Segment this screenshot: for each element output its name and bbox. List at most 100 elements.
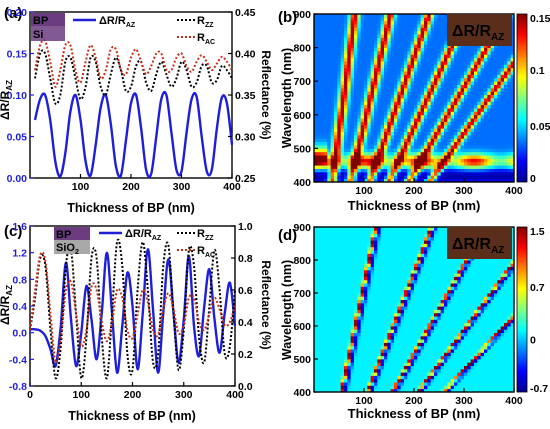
heatmap-cell bbox=[340, 273, 345, 277]
heatmap-cell bbox=[400, 114, 405, 119]
heatmap-cell bbox=[364, 67, 368, 72]
heatmap-cell bbox=[340, 14, 345, 18]
heatmap-cell bbox=[344, 40, 348, 45]
heatmap-cell bbox=[347, 17, 352, 22]
heatmap-cell bbox=[337, 30, 342, 35]
heatmap-cell bbox=[387, 378, 392, 383]
heatmap-cell bbox=[340, 37, 345, 42]
heatmap-cell bbox=[447, 158, 452, 163]
heatmap-cell bbox=[414, 158, 418, 163]
panel-c-ticks: 0 100 200 300 400-0.8-0.40.00.40.81.21.60.00… bbox=[9, 221, 253, 401]
heatmap-cell bbox=[497, 108, 502, 112]
heatmap-cell bbox=[374, 335, 378, 340]
heatmap-cell bbox=[367, 359, 372, 363]
heatmap-cell bbox=[417, 40, 422, 45]
heatmap-cell bbox=[330, 273, 335, 277]
heatmap-cell bbox=[510, 161, 515, 166]
heatmap-cell bbox=[417, 279, 422, 284]
heatmap-cell bbox=[430, 359, 435, 363]
heatmap-cell bbox=[407, 98, 412, 102]
heatmap-cell bbox=[397, 84, 402, 89]
heatmap-cell bbox=[334, 246, 338, 251]
heatmap-cell bbox=[354, 155, 358, 159]
heatmap-cell bbox=[400, 158, 405, 163]
heatmap-cell bbox=[370, 299, 375, 304]
heatmap-cell bbox=[500, 151, 505, 156]
heatmap-cell bbox=[510, 44, 515, 48]
heatmap-cell bbox=[357, 47, 362, 52]
heatmap-cell bbox=[474, 134, 478, 139]
heatmap-cell bbox=[347, 329, 352, 333]
heatmap-cell bbox=[320, 378, 325, 383]
heatmap-cell bbox=[314, 17, 318, 22]
heatmap-cell bbox=[427, 114, 432, 119]
heatmap-cell bbox=[320, 64, 325, 69]
heatmap-cell bbox=[390, 382, 395, 386]
heatmap-cell bbox=[400, 256, 405, 261]
heatmap-cell bbox=[347, 30, 352, 35]
heatmap-cell bbox=[430, 138, 435, 143]
heatmap-cell bbox=[330, 296, 335, 300]
heatmap-cell bbox=[354, 319, 358, 324]
heatmap-cell bbox=[447, 84, 452, 89]
heatmap-cell bbox=[427, 134, 432, 139]
heatmap-cell bbox=[407, 236, 412, 241]
heatmap-cell bbox=[354, 279, 358, 284]
heatmap-cell bbox=[387, 246, 392, 251]
heatmap-cell bbox=[320, 27, 325, 32]
heatmap-cell bbox=[507, 145, 512, 149]
heatmap-cell bbox=[320, 240, 325, 244]
heatmap-cell bbox=[340, 40, 345, 45]
heatmap-cell bbox=[357, 71, 362, 75]
heatmap-cell bbox=[397, 316, 402, 320]
heatmap-cell bbox=[340, 260, 345, 264]
heatmap-cell bbox=[424, 20, 428, 25]
heatmap-cell bbox=[324, 273, 328, 277]
heatmap-cell bbox=[357, 27, 362, 32]
heatmap-cell bbox=[314, 134, 318, 139]
heatmap-cell bbox=[390, 279, 395, 284]
heatmap-cell bbox=[374, 312, 378, 317]
heatmap-cell bbox=[424, 134, 428, 139]
heatmap-cell bbox=[400, 342, 405, 347]
heatmap-cell bbox=[454, 44, 458, 48]
heatmap-cell bbox=[374, 71, 378, 75]
heatmap-cell bbox=[360, 260, 365, 264]
heatmap-cell bbox=[360, 302, 365, 307]
heatmap-cell bbox=[417, 145, 422, 149]
heatmap-cell bbox=[460, 165, 465, 169]
heatmap-cell bbox=[430, 230, 435, 234]
heatmap-cell bbox=[404, 94, 408, 99]
heatmap-cell bbox=[314, 362, 318, 366]
legend-rzz: RZZ bbox=[197, 15, 214, 29]
heatmap-cell bbox=[404, 236, 408, 241]
heatmap-cell bbox=[340, 312, 345, 317]
heatmap-cell bbox=[504, 155, 508, 159]
heatmap-cell bbox=[434, 91, 438, 96]
heatmap-cell bbox=[374, 87, 378, 92]
heatmap-cell bbox=[330, 17, 335, 22]
heatmap-cell bbox=[320, 372, 325, 376]
heatmap-cell bbox=[394, 253, 398, 258]
heatmap-cell bbox=[380, 37, 385, 42]
heatmap-cell bbox=[487, 114, 492, 119]
heatmap-cell bbox=[374, 84, 378, 89]
heatmap-cell bbox=[330, 286, 335, 291]
heatmap-cell bbox=[457, 71, 462, 75]
heatmap-cell bbox=[417, 256, 422, 261]
heatmap-cell bbox=[354, 322, 358, 327]
heatmap-cell bbox=[317, 178, 322, 183]
heatmap-cell bbox=[457, 77, 462, 82]
heatmap-cell bbox=[377, 269, 382, 274]
heatmap-cell bbox=[367, 148, 372, 153]
heatmap-cell bbox=[450, 50, 455, 55]
heatmap-cell bbox=[384, 158, 388, 163]
heatmap-cell bbox=[377, 114, 382, 119]
heatmap-cell bbox=[370, 87, 375, 92]
heatmap-cell bbox=[374, 148, 378, 153]
heatmap-cell bbox=[337, 365, 342, 370]
heatmap-cell bbox=[364, 84, 368, 89]
heatmap-cell bbox=[444, 84, 448, 89]
heatmap-cell bbox=[420, 362, 425, 366]
heatmap-cell bbox=[387, 98, 392, 102]
